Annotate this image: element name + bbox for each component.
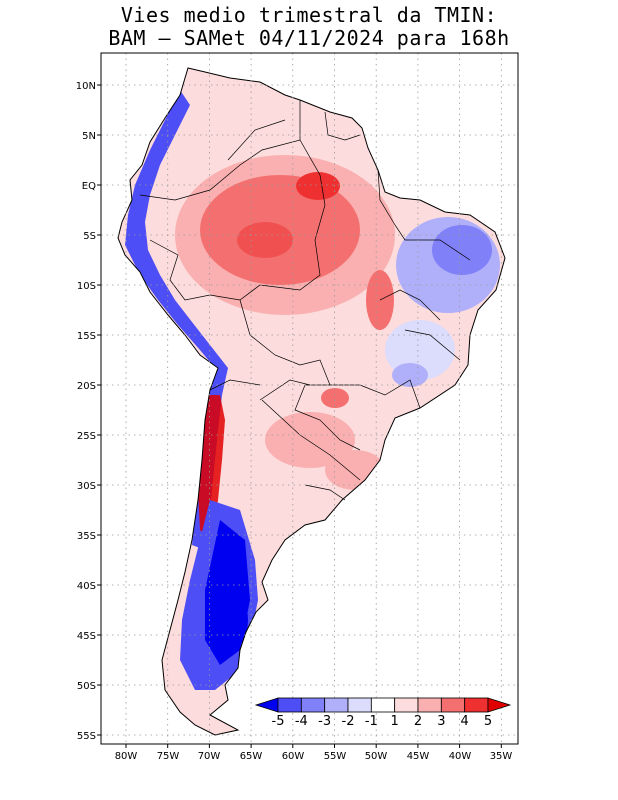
colorbar-bin: [300, 697, 326, 713]
colorbar-label: -4: [295, 714, 308, 729]
lat-label-eq: EQ: [82, 181, 96, 192]
lat-label-25s: 25S: [77, 431, 96, 442]
colorbar-label: 4: [461, 714, 469, 729]
lat-label-15s: 15S: [77, 331, 96, 342]
map-title-line1: Vies medio trimestral da TMIN:: [120, 3, 498, 27]
lat-label-50s: 50S: [77, 681, 96, 692]
colorbar-bin: [394, 697, 419, 713]
axis-ticks: [97, 84, 502, 748]
colorbar-label: 5: [484, 714, 492, 729]
lat-label-55s: 55S: [77, 731, 96, 742]
colorbar: -5 -4 -3 -2 -1 1 2 3 4 5: [254, 697, 512, 729]
colorbar-label: 2: [414, 714, 422, 729]
lon-axis: 80W 75W 70W 65W 60W 55W 50W 45W 40W 35W: [115, 751, 513, 762]
colorbar-label: -1: [365, 714, 378, 729]
lon-label-55w: 55W: [324, 751, 347, 762]
cold-region-andes: [125, 90, 228, 550]
lon-label-35w: 35W: [490, 751, 513, 762]
lon-label-40w: 40W: [449, 751, 472, 762]
lat-label-5n: 5N: [82, 131, 96, 142]
lon-label-75w: 75W: [157, 751, 180, 762]
colorbar-bin: [417, 697, 442, 713]
lat-label-40s: 40S: [77, 581, 96, 592]
lat-label-20s: 20S: [77, 381, 96, 392]
colorbar-label: -2: [342, 714, 355, 729]
colorbar-bin: [370, 697, 396, 713]
colorbar-bin: [324, 697, 349, 713]
country-borders: [139, 100, 471, 501]
lat-label-45s: 45S: [77, 631, 96, 642]
lon-label-80w: 80W: [115, 751, 138, 762]
colorbar-bin: [347, 697, 372, 713]
colorbar-bin: [464, 697, 489, 713]
lon-label-50w: 50W: [365, 751, 388, 762]
colorbar-label: -5: [272, 714, 285, 729]
map-title-line2: BAM – SAMet 04/11/2024 para 168h: [108, 26, 510, 50]
lon-label-65w: 65W: [240, 751, 263, 762]
lat-label-35s: 35S: [77, 531, 96, 542]
lat-label-10s: 10S: [77, 281, 96, 292]
colorbar-bin: [277, 697, 302, 713]
lat-label-5s: 5S: [83, 231, 96, 242]
lat-axis: 10N 5N EQ 5S 10S 15S 20S 25S 30S 35S 40S…: [76, 81, 96, 742]
hot-spot-center: [237, 222, 293, 258]
colorbar-max-arrow: [487, 697, 512, 713]
colorbar-label: 1: [391, 714, 399, 729]
lat-label-10n: 10N: [76, 81, 96, 92]
lon-label-45w: 45W: [407, 751, 430, 762]
colorbar-label: 3: [437, 714, 445, 729]
colorbar-bin: [440, 697, 466, 713]
lon-label-60w: 60W: [282, 751, 305, 762]
graticule: [101, 53, 518, 744]
bias-field: [118, 68, 505, 735]
lon-label-70w: 70W: [198, 751, 221, 762]
colorbar-label: -3: [318, 714, 331, 729]
hot-spot-north: [296, 172, 340, 200]
lat-label-30s: 30S: [77, 481, 96, 492]
map-frame: [100, 52, 519, 745]
